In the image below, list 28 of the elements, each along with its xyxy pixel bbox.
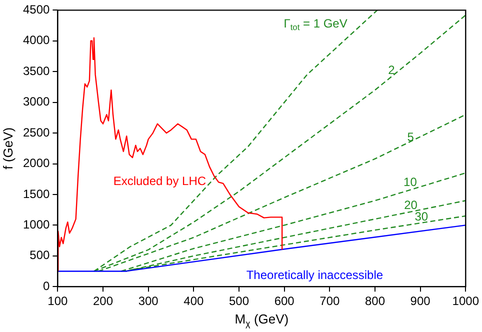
y-tick-label: 500 [30, 248, 50, 262]
y-tick-label: 4500 [22, 2, 50, 17]
y-tick-label: 4000 [22, 33, 50, 48]
y-tick-label: 1500 [22, 186, 50, 201]
y-axis-title: f (GeV) [0, 127, 16, 170]
y-tick-label: 2000 [22, 156, 50, 170]
x-tick-label: 900 [410, 294, 431, 308]
x-tick-label: 600 [274, 294, 295, 308]
y-tick-label: 0 [43, 278, 50, 293]
series-label: Theoretically inaccessible [246, 268, 384, 282]
y-tick-label: 3000 [22, 94, 50, 109]
series-label: 10 [404, 174, 418, 189]
x-tick-label: 700 [320, 294, 340, 308]
y-tick-label: 2500 [22, 125, 50, 140]
x-tick-label: 1000 [452, 294, 480, 308]
x-tick-label: 500 [228, 294, 250, 308]
x-tick-label: 800 [364, 294, 386, 308]
series-label: 20 [404, 198, 418, 212]
y-tick-label: 3500 [22, 64, 50, 78]
x-tick-label: 200 [93, 294, 114, 308]
series-label: 5 [407, 130, 414, 144]
x-tick-label: 100 [48, 294, 68, 308]
y-tick-label: 1000 [22, 217, 50, 232]
x-tick-label: 400 [184, 294, 204, 308]
series-label: Excluded by LHC [113, 174, 206, 188]
series-label: 30 [414, 210, 428, 224]
series-label: 2 [388, 63, 396, 78]
x-tick-label: 300 [138, 294, 159, 308]
